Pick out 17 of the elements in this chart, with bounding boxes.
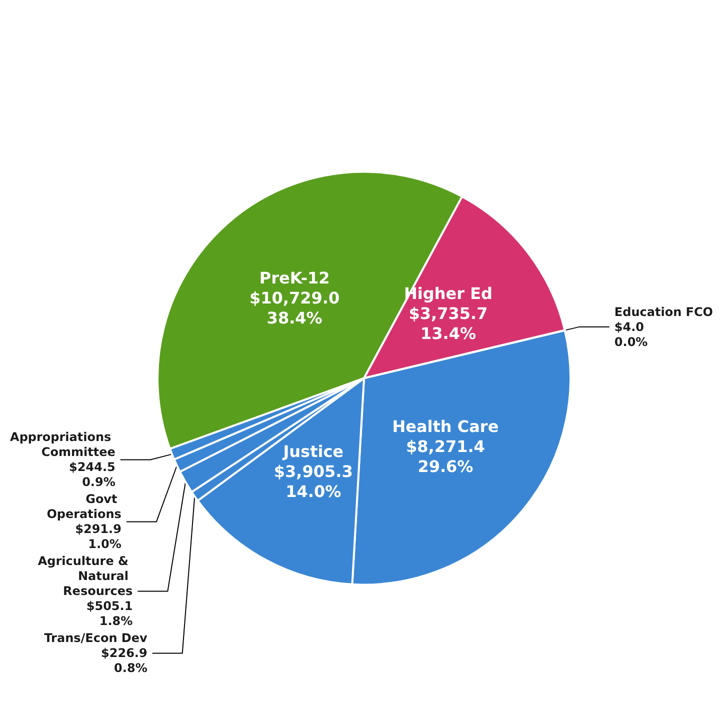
data-label: $505.1 1.8% bbox=[86, 599, 133, 628]
data-label: $3,905.3 14.0% bbox=[274, 462, 353, 502]
slice-label: Govt Operations bbox=[46, 492, 122, 522]
slice-label: Health Care bbox=[392, 416, 499, 436]
data-label: $226.9 0.8% bbox=[101, 646, 148, 676]
slice-label: PreK-12 bbox=[259, 268, 330, 288]
data-label: $244.5 0.9% bbox=[69, 460, 116, 490]
data-label: $3,735.7 13.4% bbox=[408, 304, 488, 344]
slice-label: Education FCO bbox=[614, 304, 713, 319]
data-label: $8,271.4 29.6% bbox=[406, 436, 485, 476]
slice-label: Trans/Econ Dev bbox=[44, 631, 148, 646]
slice-label: Agriculture & Natural Resources bbox=[38, 554, 133, 598]
slice-label: Justice bbox=[282, 442, 344, 462]
slice-label: Appropriations Committee bbox=[10, 430, 116, 460]
data-label: $4.0 0.0% bbox=[614, 320, 648, 349]
data-label: $10,729.0 38.4% bbox=[250, 288, 340, 328]
data-label: $291.9 1.0% bbox=[75, 522, 122, 552]
